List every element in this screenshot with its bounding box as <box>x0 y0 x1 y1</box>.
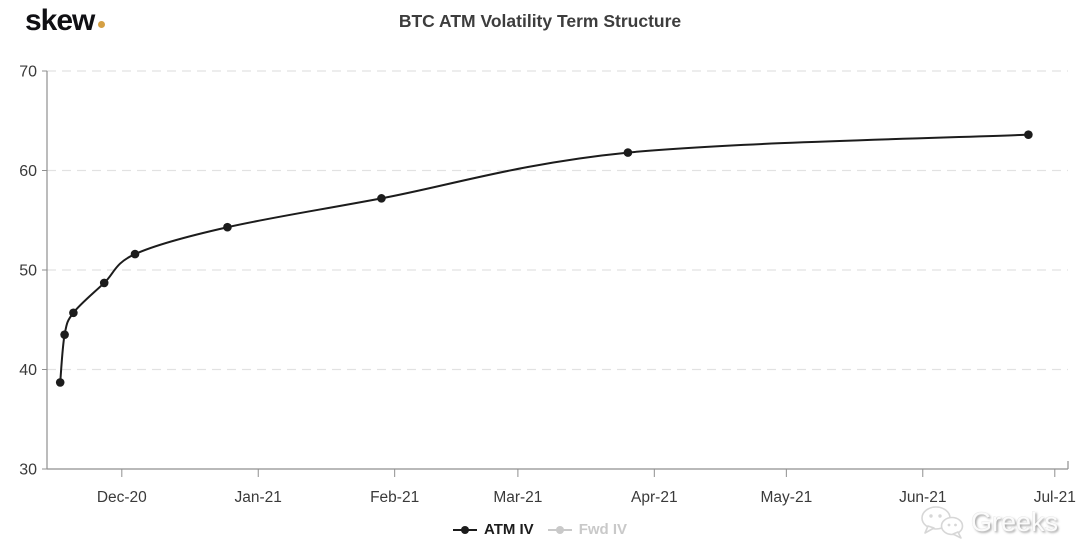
atm-iv-point-2020-12-04[interactable] <box>130 249 140 259</box>
atm-iv-point-2021-06-25[interactable] <box>1024 130 1033 139</box>
atm-iv-point-2020-11-17[interactable] <box>55 378 65 387</box>
legend: ATM IV Fwd IV <box>0 521 1080 538</box>
atm-iv-point-2020-11-18[interactable] <box>60 330 69 339</box>
y-axis-label-50: 50 <box>19 263 37 280</box>
x-axis-label-May-21: May-21 <box>761 489 813 506</box>
skew-logo: skew <box>25 4 106 38</box>
legend-label-atm-iv: ATM IV <box>483 521 534 538</box>
legend-item-fwd-iv[interactable]: Fwd IV <box>547 521 628 538</box>
y-axis-label-40: 40 <box>19 362 37 379</box>
watermark-text: Greeks <box>970 506 1058 537</box>
x-axis-label-Jun-21: Jun-21 <box>899 489 946 506</box>
fwd-iv-legend-marker-icon <box>547 525 572 534</box>
y-axis-label-30: 30 <box>19 462 37 479</box>
watermark: Greeks <box>919 504 1058 540</box>
atm-iv-point-2021-01-29[interactable] <box>377 194 386 203</box>
skew-logo-dot <box>98 21 106 28</box>
legend-item-atm-iv[interactable]: ATM IV <box>452 521 534 538</box>
x-axis-label-Apr-21: Apr-21 <box>631 489 678 506</box>
y-axis-label-70: 70 <box>19 64 37 81</box>
x-axis-label-Jul-21: Jul-21 <box>1034 489 1076 506</box>
x-axis-label-Feb-21: Feb-21 <box>370 489 419 506</box>
atm-iv-point-2021-03-26[interactable] <box>623 148 633 157</box>
skew-logo-text: skew <box>25 4 95 37</box>
atm-iv-point-2020-11-27[interactable] <box>99 278 109 288</box>
atm-iv-line[interactable] <box>59 133 1029 383</box>
atm-iv-point-2020-12-25[interactable] <box>223 222 232 232</box>
x-axis-label-Mar-21: Mar-21 <box>493 489 542 506</box>
atm-iv-legend-marker-icon <box>452 525 477 534</box>
wechat-icon <box>921 506 964 539</box>
page-title: BTC ATM Volatility Term Structure <box>398 11 682 31</box>
y-axis-label-60: 60 <box>19 163 37 180</box>
atm-iv-point-2020-11-20[interactable] <box>69 308 78 318</box>
legend-label-fwd-iv: Fwd IV <box>578 521 628 538</box>
x-axis-label-Jan-21: Jan-21 <box>235 489 282 506</box>
x-axis-label-Dec-20: Dec-20 <box>97 489 147 506</box>
